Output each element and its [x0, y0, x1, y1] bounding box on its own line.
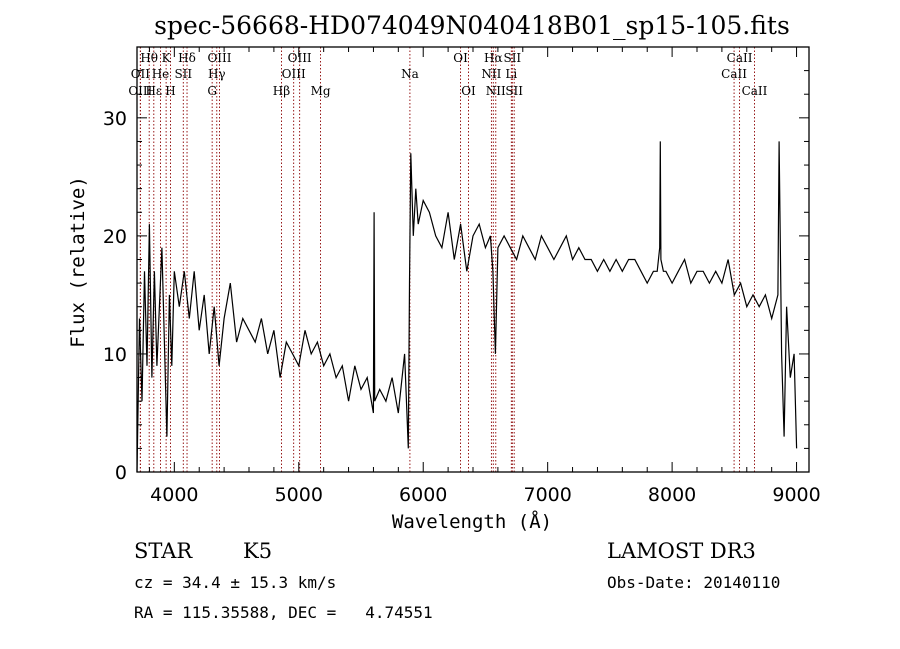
spectral-line-label: Hδ — [178, 51, 196, 65]
spectral-line-label: Li — [505, 67, 517, 81]
spectral-line-label: Hα — [484, 51, 503, 65]
x-tick-label: 9000 — [772, 484, 820, 506]
spectral-line-label: NII — [486, 84, 506, 98]
spectral-line-label: OII — [131, 67, 151, 81]
spectral-line-label: OIII — [128, 84, 152, 98]
y-axis-label: Flux (relative) — [67, 176, 89, 348]
observation-date: Obs-Date: 20140110 — [607, 573, 781, 592]
spectral-line-label: CaII — [727, 51, 753, 65]
spectral-line-label: Na — [401, 67, 419, 81]
spectral-line-label: H — [165, 84, 175, 98]
spectral-line-label: CaII — [721, 67, 747, 81]
spectral-line-markers — [139, 47, 755, 472]
x-axis-label: Wavelength (Å) — [392, 510, 552, 533]
x-tick-label: 8000 — [648, 484, 696, 506]
y-tick-label: 20 — [103, 226, 127, 248]
y-tick-label: 30 — [103, 108, 127, 130]
spectral-line-label: SII — [174, 67, 192, 81]
spectral-line-label: OIII — [282, 67, 306, 81]
y-tick-label: 0 — [115, 462, 127, 484]
spectral-line-label: Hγ — [208, 67, 226, 81]
object-subclass: K5 — [243, 539, 273, 563]
survey-name: LAMOST DR3 — [607, 539, 756, 563]
spectral-line-label: G — [207, 84, 217, 98]
spectral-line-label: Hθ — [140, 51, 158, 65]
spectral-line-label: OIII — [288, 51, 312, 65]
x-tick-label: 5000 — [275, 484, 323, 506]
y-tick-label: 10 — [103, 344, 127, 366]
spectral-line-label: He — [152, 67, 170, 81]
chart-title: spec-56668-HD074049N040418B01_sp15-105.f… — [154, 11, 790, 40]
spectral-line-label: SII — [503, 51, 521, 65]
spectral-line-label: NII — [481, 67, 501, 81]
spectral-line-label: OIII — [207, 51, 231, 65]
x-tick-label: 7000 — [523, 484, 571, 506]
spectral-line-label: SII — [505, 84, 523, 98]
object-type: STAR — [134, 539, 193, 563]
x-tick-label: 6000 — [399, 484, 447, 506]
x-tick-label: 4000 — [150, 484, 198, 506]
spectral-line-label: Hβ — [273, 84, 290, 98]
spectrum-series-line — [136, 141, 798, 473]
spectral-line-label: OI — [461, 84, 476, 98]
ra-dec-coordinates: RA = 115.35588, DEC = 4.74551 — [134, 603, 433, 622]
spectral-line-label: OI — [453, 51, 468, 65]
y-axis-ticks: 0 10 20 30 — [103, 46, 809, 484]
spectral-line-label: CaII — [742, 84, 768, 98]
spectral-line-label: Hε — [145, 84, 162, 98]
spectral-line-label: K — [162, 51, 172, 65]
x-axis-ticks: 4000 5000 6000 7000 8000 9000 — [148, 47, 821, 506]
redshift-velocity: cz = 34.4 ± 15.3 km/s — [134, 573, 337, 592]
plot-frame — [136, 46, 810, 473]
spectral-line-label: Mg — [311, 84, 331, 98]
